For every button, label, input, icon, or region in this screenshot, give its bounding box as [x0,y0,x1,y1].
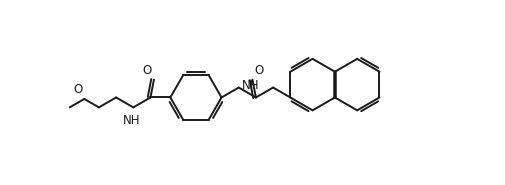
Text: NH: NH [122,114,140,127]
Text: O: O [73,83,82,96]
Text: NH: NH [242,79,259,92]
Text: O: O [254,64,263,77]
Text: O: O [142,64,151,77]
